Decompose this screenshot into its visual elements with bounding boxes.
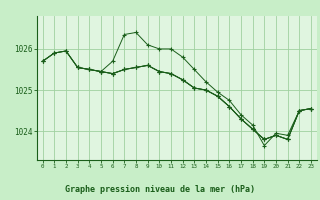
Text: Graphe pression niveau de la mer (hPa): Graphe pression niveau de la mer (hPa): [65, 185, 255, 194]
